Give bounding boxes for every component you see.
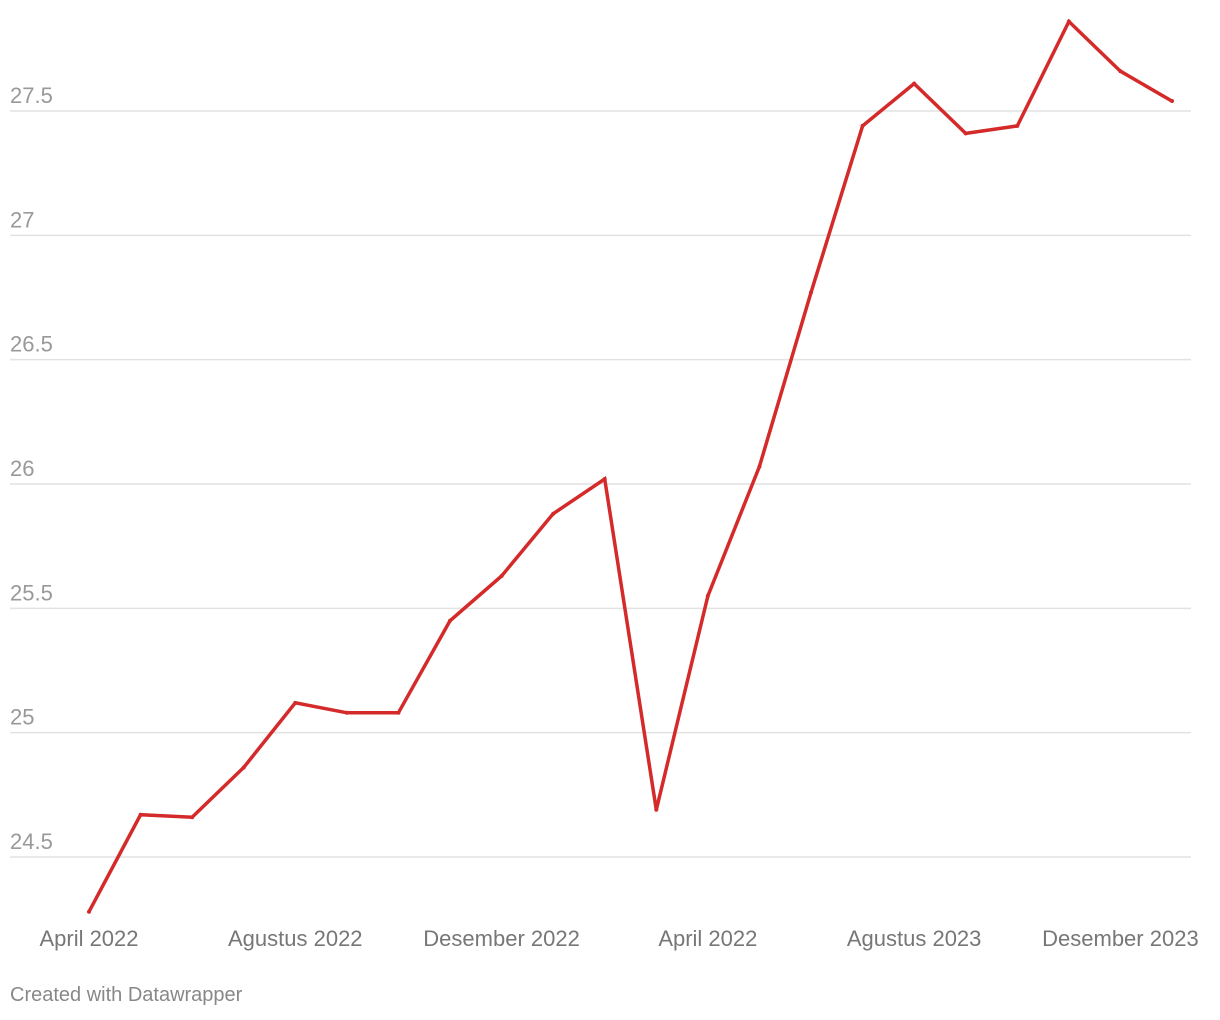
data-point	[1118, 69, 1123, 74]
y-tick-label: 25.5	[10, 580, 53, 605]
data-point	[654, 807, 659, 812]
x-tick-label: Desember 2022	[423, 926, 580, 951]
data-point	[1170, 99, 1174, 104]
y-tick-label: 27.5	[10, 83, 53, 108]
data-point	[912, 81, 917, 86]
data-point	[1066, 19, 1071, 24]
y-tick-label: 24.5	[10, 829, 53, 854]
data-point	[190, 815, 195, 820]
x-tick-label: Desember 2023	[1042, 926, 1199, 951]
x-tick-label: Agustus 2022	[228, 926, 363, 951]
chart-canvas: 24.5 25 25.5 26 26.5 27 27.5 April 2022 Agustus …	[10, 18, 1199, 951]
data-point	[87, 909, 91, 914]
x-tick-label: April 2022	[658, 926, 757, 951]
x-tick-label: April 2022	[39, 926, 138, 951]
y-tick-label: 25	[10, 705, 34, 730]
data-point	[551, 511, 556, 516]
y-tick-label: 26.5	[10, 332, 53, 357]
data-point	[344, 710, 349, 715]
data-point	[396, 710, 401, 715]
data-point	[293, 700, 298, 705]
data-point	[602, 477, 607, 482]
y-tick-label: 27	[10, 207, 34, 232]
x-tick-label: Agustus 2023	[847, 926, 982, 951]
data-point	[809, 290, 813, 295]
data-point	[757, 464, 762, 469]
series-line	[87, 18, 1173, 913]
data-point	[705, 593, 710, 598]
line-chart: 24.5 25 25.5 26 26.5 27 27.5 April 2022 Agustus …	[10, 18, 1199, 951]
data-point	[241, 765, 246, 770]
data-point	[448, 618, 452, 623]
data-point	[499, 574, 504, 579]
y-tick-label: 26	[10, 456, 34, 481]
footer-credit[interactable]: Created with Datawrapper	[10, 984, 243, 1006]
data-point	[138, 812, 143, 817]
data-point	[1015, 123, 1020, 128]
data-point	[860, 123, 865, 128]
data-point	[963, 131, 968, 136]
